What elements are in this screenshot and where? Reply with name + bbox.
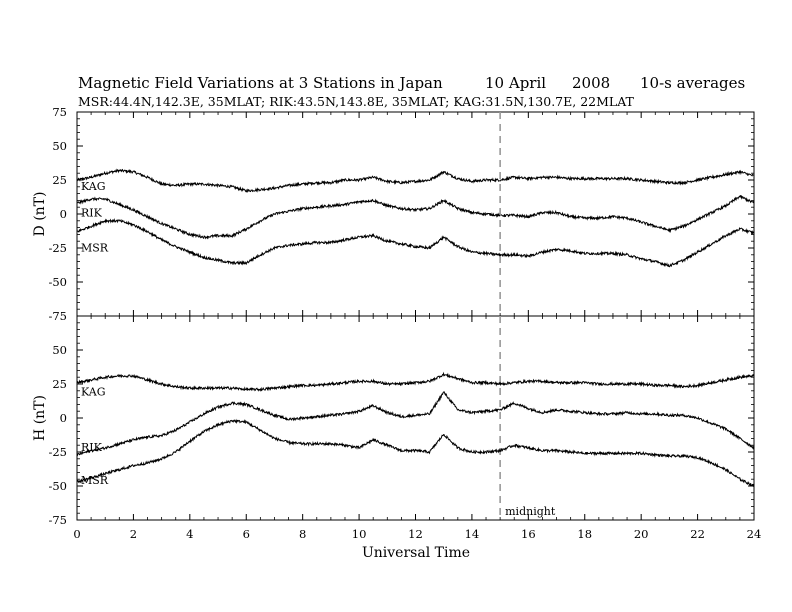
x-tick-label: 12	[408, 527, 423, 541]
y-tick-label: 0	[60, 207, 67, 221]
x-tick-label: 2	[130, 527, 137, 541]
x-tick-label: 6	[243, 527, 250, 541]
y-axis-label: D (nT)	[32, 192, 48, 237]
panel-frame	[76, 111, 755, 317]
y-tick-label: -50	[48, 275, 67, 289]
panel-frame	[76, 315, 755, 521]
y-tick-label: -50	[48, 479, 67, 493]
x-tick-label: 14	[465, 527, 480, 541]
series-label-msr: MSR	[81, 474, 109, 487]
y-tick-label: -25	[48, 241, 67, 255]
y-tick-label: 25	[52, 173, 67, 187]
y-tick-label: 0	[60, 411, 67, 425]
y-axis-label: H (nT)	[32, 395, 48, 441]
series-line-msr	[76, 418, 755, 487]
series-line-kag	[76, 371, 755, 392]
series-label-kag: KAG	[81, 180, 106, 193]
chart-panels: -75 -50 -25 0 25 50 75 D (nT) KAG RIK MSR -75 -50 -25…	[32, 105, 761, 541]
x-tick-label: 0	[73, 527, 80, 541]
x-tick-label: 4	[186, 527, 193, 541]
x-tick-label: 22	[690, 527, 705, 541]
series-line-rik	[76, 195, 755, 240]
series-label-msr: MSR	[81, 241, 109, 254]
x-axis-label: Universal Time	[362, 545, 470, 561]
y-tick-label: 25	[52, 377, 67, 391]
x-tick-label: 10	[352, 527, 367, 541]
chart-title: Magnetic Field Variations at 3 Stations …	[78, 74, 443, 92]
y-tick-label: 50	[52, 343, 67, 357]
x-tick-label: 8	[299, 527, 306, 541]
y-tick-label: 75	[52, 105, 67, 119]
x-tick-label: 24	[747, 527, 762, 541]
x-tick-label: 20	[634, 527, 649, 541]
y-tick-label: -75	[48, 513, 67, 527]
series-line-rik	[76, 391, 755, 457]
x-tick-label: 16	[521, 527, 536, 541]
series-line-msr	[76, 218, 755, 268]
y-tick-label: -75	[48, 309, 67, 323]
station-coordinates: MSR:44.4N,142.3E, 35MLAT; RIK:43.5N,143.…	[78, 94, 635, 109]
series-label-rik: RIK	[81, 441, 103, 454]
chart-year: 2008	[572, 74, 610, 92]
chart-averaging: 10-s averages	[640, 74, 745, 92]
chart-date: 10 April	[485, 74, 546, 92]
series-label-kag: KAG	[81, 385, 106, 398]
y-tick-label: 50	[52, 139, 67, 153]
x-tick-label: 18	[577, 527, 592, 541]
series-label-rik: RIK	[81, 207, 103, 220]
series-line-kag	[76, 168, 755, 193]
y-tick-label: -25	[48, 445, 67, 459]
midnight-label: midnight	[505, 505, 556, 518]
